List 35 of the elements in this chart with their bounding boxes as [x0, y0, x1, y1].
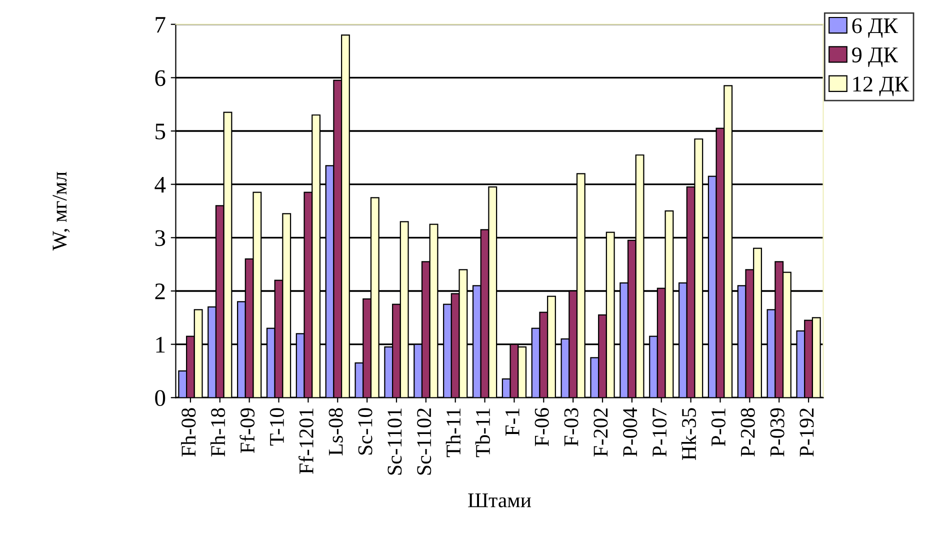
y-tick-label: 3: [155, 230, 166, 246]
x-tick-label: P-01: [711, 408, 726, 446]
x-tick-label: Sc-1101: [388, 408, 402, 475]
x-tick-label: Ff-09: [240, 408, 255, 454]
x-tick-label: Fh-08: [181, 408, 196, 457]
x-tick-label: P-039: [770, 408, 784, 457]
x-axis-title: Штами: [468, 493, 531, 508]
y-tick-label: 5: [156, 124, 166, 140]
x-tick-label: F-1: [505, 408, 520, 436]
x-tick-label: P-192: [800, 408, 814, 457]
y-tick-label: 4: [154, 176, 166, 193]
y-tick-label: 6: [155, 70, 166, 86]
x-tick-label: F-03: [564, 408, 578, 446]
x-tick-label: Sc-1102: [417, 408, 432, 475]
x-tick-label: Sc-10: [358, 408, 372, 455]
legend-label: 9 ДК: [852, 48, 898, 67]
y-tick-label: 2: [155, 284, 165, 300]
x-tick-label: Ls-08: [328, 408, 343, 456]
legend-label: 12 ДК: [853, 76, 910, 96]
legend-label: 6 ДК: [852, 18, 898, 38]
y-tick-label: 0: [155, 390, 166, 406]
x-tick-label: F-06: [534, 408, 549, 446]
x-tick-label: Hk-35: [681, 408, 696, 460]
x-tick-label: F-202: [594, 408, 608, 457]
x-tick-label: P-004: [623, 408, 638, 457]
x-tick-label: P-208: [740, 408, 755, 457]
y-axis-title: W, мг/мл: [52, 172, 70, 251]
x-tick-label: P-107: [652, 408, 667, 457]
x-tick-label: Th-11: [446, 408, 460, 458]
x-tick-label: Tb-11: [475, 408, 490, 458]
x-tick-label: Ff-1201: [298, 408, 314, 474]
y-tick-label: 1: [156, 336, 165, 352]
x-tick-label: Fh-18: [210, 408, 226, 457]
y-tick-label: 7: [156, 17, 166, 33]
x-tick-label: T-10: [270, 408, 284, 446]
